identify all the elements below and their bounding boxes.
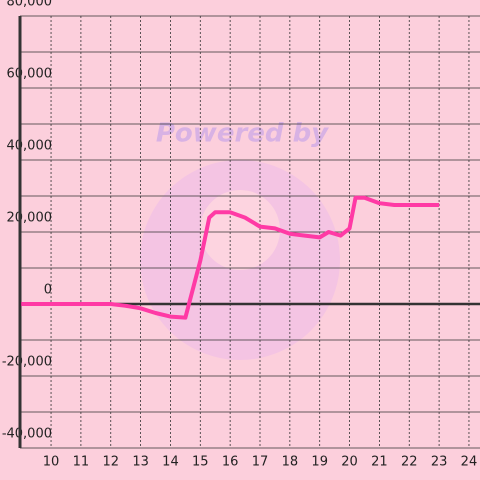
x-tick-label: 22 xyxy=(401,455,418,470)
x-tick-label: 16 xyxy=(222,455,239,470)
x-tick-label: 23 xyxy=(431,455,448,470)
x-tick-label: 18 xyxy=(282,455,299,470)
y-tick-label: -20,000 xyxy=(2,355,52,370)
line xyxy=(21,195,440,320)
x-tick-label: 13 xyxy=(132,455,149,470)
y-tick-label: 80,000 xyxy=(7,0,53,10)
x-tick-label: 14 xyxy=(162,455,179,470)
y-tick-label: 60,000 xyxy=(7,67,53,82)
x-tick-label: 12 xyxy=(102,455,119,470)
y-tick-label: 20,000 xyxy=(7,211,53,226)
x-tick-label: 11 xyxy=(73,455,90,470)
x-tick-label: 15 xyxy=(192,455,209,470)
watermark-image xyxy=(140,160,340,360)
x-tick-label: 19 xyxy=(311,455,328,470)
y-tick-label: 0 xyxy=(44,283,52,298)
y-tick-label: 40,000 xyxy=(7,139,53,154)
y-tick-label: -40,000 xyxy=(2,427,52,442)
x-tick-label: 24 xyxy=(461,455,478,470)
x-tick-label: 20 xyxy=(341,455,358,470)
x-tick-label: 21 xyxy=(371,455,388,470)
x-tick-label: 17 xyxy=(252,455,269,470)
x-tick-label: 10 xyxy=(43,455,60,470)
watermark: Powered by xyxy=(156,119,329,149)
